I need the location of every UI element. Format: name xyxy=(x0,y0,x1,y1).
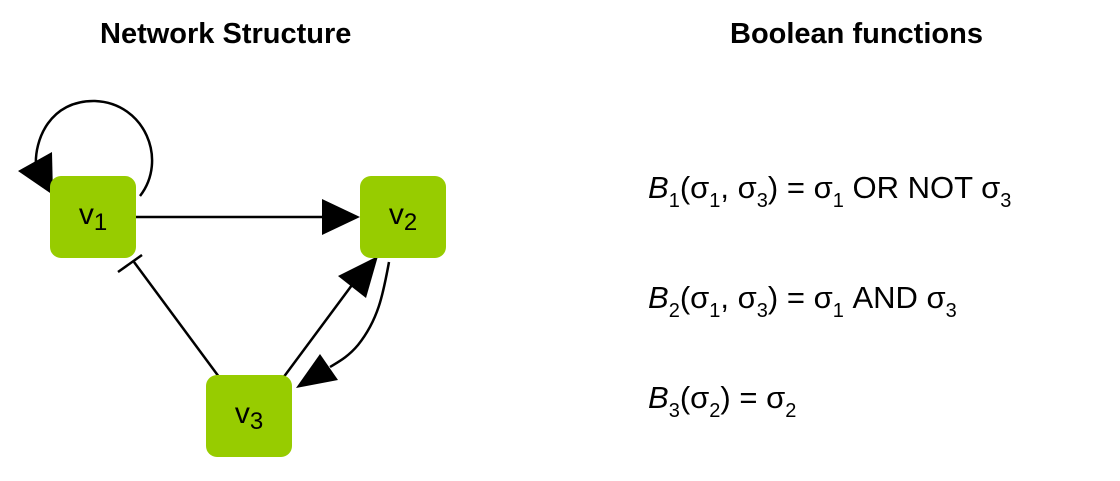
arrowhead-v1-to-v2 xyxy=(322,199,360,235)
node-v1[interactable]: v1 xyxy=(50,176,136,258)
node-v2-label: v2 xyxy=(388,198,418,236)
node-v2[interactable]: v2 xyxy=(360,176,446,258)
edge-v1-self-loop xyxy=(34,99,154,197)
inhibition-bar-v3-v1 xyxy=(117,253,143,274)
edge-v3-to-v2 xyxy=(281,284,354,379)
arrowhead-v2-to-v3 xyxy=(296,354,338,388)
node-v1-label: v1 xyxy=(78,198,108,236)
network-structure-title: Network Structure xyxy=(100,18,352,50)
arrowhead-v3-to-v2 xyxy=(338,256,378,298)
boolean-functions-title: Boolean functions xyxy=(730,18,983,50)
node-v3-label: v3 xyxy=(234,397,264,435)
equation-b1: B1(σ1, σ3) = σ1 OR NOT σ3 xyxy=(648,170,1012,212)
equation-b3: B3(σ2) = σ2 xyxy=(648,380,797,422)
node-v3[interactable]: v3 xyxy=(206,375,292,457)
edge-v2-to-v3 xyxy=(329,261,391,369)
equation-b2: B2(σ1, σ3) = σ1 AND σ3 xyxy=(648,280,957,322)
arrowhead-v1-self-loop xyxy=(18,152,53,195)
edge-v3-inhibits-v1 xyxy=(132,261,224,382)
